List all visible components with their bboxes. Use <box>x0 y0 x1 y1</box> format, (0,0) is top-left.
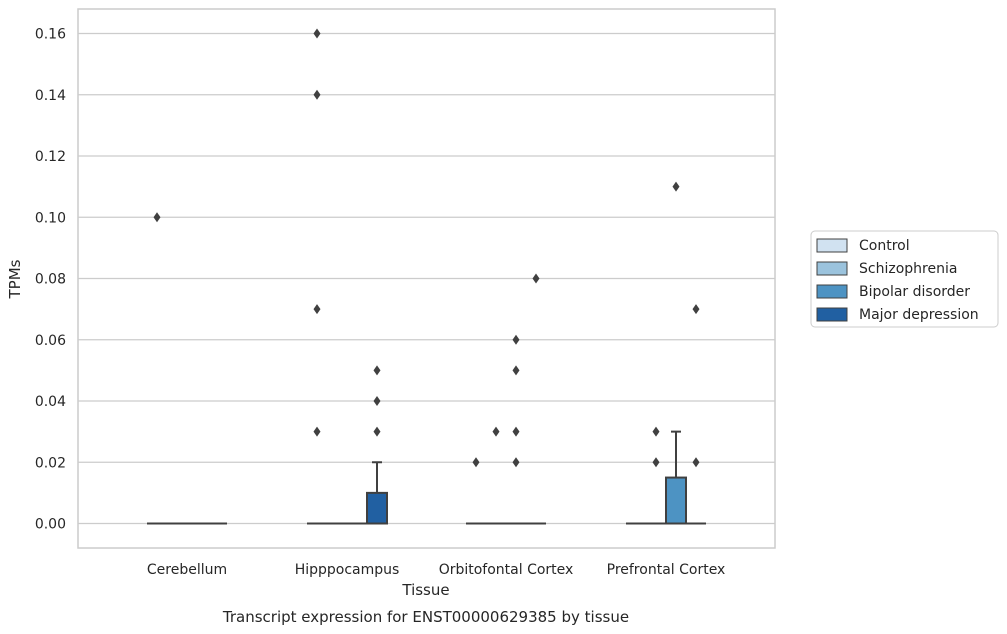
box-group <box>466 457 486 525</box>
outlier-point <box>313 89 321 100</box>
box-group <box>665 181 687 525</box>
outlier-point <box>373 396 381 406</box>
y-tick-label: 0.10 <box>35 210 66 226</box>
outlier-point <box>313 426 321 437</box>
y-axis-label: TPMs <box>6 259 24 299</box>
box-group <box>366 365 388 525</box>
box-group <box>486 426 506 525</box>
legend-label: Control <box>859 238 910 254</box>
legend-swatch <box>816 307 848 322</box>
box <box>366 491 388 525</box>
x-tick-label: Cerebellum <box>147 562 227 578</box>
outlier-point <box>512 365 520 376</box>
outlier-point <box>512 334 520 345</box>
y-tick-label: 0.14 <box>35 88 66 104</box>
outlier-point <box>313 304 321 315</box>
legend-label: Bipolar disorder <box>859 284 970 300</box>
gridlines <box>78 32 775 525</box>
y-tick-label: 0.08 <box>35 272 66 288</box>
outlier-point <box>153 212 161 223</box>
outlier-point <box>313 28 321 39</box>
x-tick-label: Prefrontal Cortex <box>607 562 726 578</box>
legend-items: Control Schizophrenia Bipolar disorder Majo… <box>816 238 979 323</box>
box-group <box>307 28 327 525</box>
x-axis-label: Tissue <box>401 581 449 599</box>
legend-label: Major depression <box>859 307 979 323</box>
legend-swatch <box>816 261 848 276</box>
y-tick-label: 0.04 <box>35 394 66 410</box>
outlier-point <box>652 457 660 468</box>
legend-swatch <box>816 284 848 299</box>
legend-label: Schizophrenia <box>859 261 957 277</box>
legend-swatch <box>816 238 848 253</box>
legend: Control Schizophrenia Bipolar disorder Majo… <box>810 230 999 328</box>
outlier-point <box>692 304 700 315</box>
box-group <box>526 273 546 525</box>
x-tick-label: Hipppocampus <box>295 562 400 578</box>
outlier-point <box>692 457 700 468</box>
x-axis-ticks: Cerebellum Hipppocampus Orbitofontal Corte… <box>147 562 725 578</box>
box-group <box>646 426 666 525</box>
x-tick-label: Orbitofontal Cortex <box>439 562 574 578</box>
y-tick-label: 0.12 <box>35 149 66 165</box>
y-tick-label: 0.00 <box>35 517 66 533</box>
outlier-point <box>652 426 660 437</box>
outlier-point <box>373 365 381 376</box>
outlier-point <box>373 426 381 437</box>
box-plot-marks <box>147 28 706 525</box>
outlier-point <box>472 457 480 468</box>
outlier-point <box>512 457 520 468</box>
legend-frame <box>810 230 999 328</box>
plot-frame <box>77 8 776 549</box>
box-group <box>506 334 526 525</box>
box <box>665 476 687 525</box>
outlier-point <box>532 273 540 284</box>
y-axis-ticks: 0.00 0.02 0.04 0.06 0.08 0.10 0.12 0.14 0.16 <box>35 27 66 533</box>
box-group <box>686 304 706 525</box>
y-tick-label: 0.06 <box>35 333 66 349</box>
y-tick-label: 0.02 <box>35 455 66 471</box>
y-tick-label: 0.16 <box>35 27 66 43</box>
outlier-point <box>512 426 520 437</box>
chart-caption: Transcript expression for ENST0000062938… <box>222 608 629 626</box>
plot-area-border <box>77 8 776 549</box>
outlier-point <box>492 426 500 437</box>
outlier-point <box>672 181 680 192</box>
box-group <box>147 212 167 525</box>
